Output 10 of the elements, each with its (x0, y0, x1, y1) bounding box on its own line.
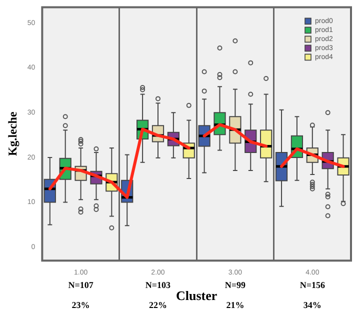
text: N=99 (224, 280, 246, 290)
text: 23% (72, 300, 90, 310)
text: 22% (148, 300, 167, 310)
text: 21% (226, 300, 244, 310)
text: 34% (303, 300, 322, 310)
y-axis-title: Kg.leche (5, 111, 20, 156)
text: N=107 (68, 280, 94, 290)
x-axis-title: Cluster (176, 288, 218, 303)
text: N=103 (145, 280, 172, 290)
text: N=156 (300, 280, 326, 290)
